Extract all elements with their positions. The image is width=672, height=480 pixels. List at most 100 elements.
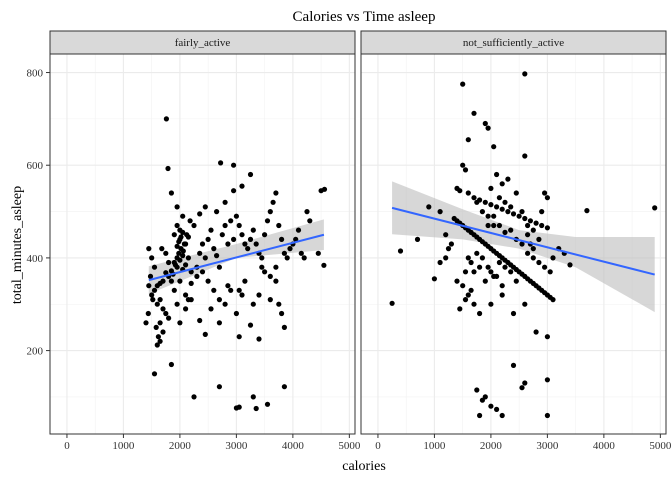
data-point xyxy=(482,394,488,400)
panel-border xyxy=(360,53,667,435)
data-point xyxy=(468,287,474,293)
data-point xyxy=(525,250,531,256)
data-point xyxy=(460,162,466,168)
data-point xyxy=(482,199,488,205)
data-point xyxy=(477,310,483,317)
data-point xyxy=(157,320,163,326)
data-point xyxy=(530,246,536,252)
data-point xyxy=(530,227,536,233)
data-point xyxy=(174,301,180,307)
data-point xyxy=(231,188,237,194)
data-point xyxy=(505,176,511,182)
data-point xyxy=(496,259,502,266)
data-point xyxy=(491,144,497,150)
data-point xyxy=(231,162,237,168)
data-point xyxy=(471,195,477,201)
y-tick-label: 600 xyxy=(27,160,44,172)
data-point xyxy=(462,297,469,303)
data-point xyxy=(264,401,271,407)
data-point xyxy=(488,301,494,307)
data-point xyxy=(146,283,152,289)
data-point xyxy=(185,255,191,261)
data-point xyxy=(281,250,287,256)
data-point xyxy=(157,338,163,344)
data-point xyxy=(281,384,287,390)
data-point xyxy=(471,301,477,307)
data-point xyxy=(304,209,310,215)
data-point xyxy=(216,320,222,326)
data-point xyxy=(194,273,200,279)
data-point xyxy=(218,160,224,166)
data-point xyxy=(216,297,222,303)
data-point xyxy=(188,297,194,303)
data-point xyxy=(202,204,208,210)
data-point xyxy=(479,255,485,261)
data-point xyxy=(445,246,452,252)
data-point xyxy=(168,361,174,368)
data-point xyxy=(522,380,528,386)
data-point xyxy=(482,278,488,284)
x-tick-label: 2000 xyxy=(169,440,192,452)
data-point xyxy=(516,213,522,219)
data-point xyxy=(205,278,211,284)
data-point xyxy=(505,209,511,215)
x-tick-label: 4000 xyxy=(593,440,616,452)
x-tick-label: 0 xyxy=(64,440,70,452)
data-point xyxy=(547,269,553,275)
x-tick-label: 1000 xyxy=(112,440,135,452)
data-point xyxy=(214,253,220,259)
data-point xyxy=(256,336,262,342)
data-point xyxy=(199,241,206,247)
data-point xyxy=(513,278,519,284)
x-tick-label: 5000 xyxy=(649,440,672,452)
data-point xyxy=(250,227,256,233)
data-point xyxy=(245,246,251,252)
data-point xyxy=(222,301,228,307)
data-point xyxy=(276,301,282,307)
data-point xyxy=(247,322,254,328)
data-point xyxy=(539,222,545,229)
data-point xyxy=(174,243,180,249)
data-point xyxy=(474,250,480,256)
data-point xyxy=(191,222,197,229)
data-point xyxy=(474,199,480,205)
data-point xyxy=(174,204,180,210)
data-point xyxy=(287,246,293,252)
data-point xyxy=(188,280,194,286)
data-point xyxy=(508,227,514,233)
points xyxy=(389,71,658,419)
data-point xyxy=(176,239,182,245)
data-point xyxy=(522,71,528,77)
data-point xyxy=(250,301,256,307)
data-point xyxy=(202,331,208,337)
data-point xyxy=(494,204,500,210)
data-point xyxy=(522,301,528,307)
data-point xyxy=(236,222,242,229)
data-point xyxy=(247,236,254,242)
data-point xyxy=(522,215,528,222)
data-point xyxy=(222,222,228,229)
data-point xyxy=(491,273,497,279)
data-point xyxy=(281,324,287,330)
data-point xyxy=(176,250,182,256)
data-point xyxy=(233,213,239,219)
gridlines xyxy=(361,54,666,434)
data-point xyxy=(544,377,551,383)
data-point xyxy=(233,310,239,317)
data-point xyxy=(228,218,234,224)
data-point xyxy=(242,278,248,284)
data-point xyxy=(236,404,242,410)
data-point xyxy=(485,213,491,219)
data-point xyxy=(525,222,531,229)
data-point xyxy=(536,259,542,266)
data-point xyxy=(267,273,273,279)
data-point xyxy=(239,183,245,189)
data-point xyxy=(154,301,160,307)
data-point xyxy=(414,236,421,242)
data-point xyxy=(242,241,248,247)
data-point xyxy=(222,199,228,205)
data-point xyxy=(491,213,497,219)
data-point xyxy=(253,405,259,412)
data-point xyxy=(307,218,313,224)
data-point xyxy=(211,246,217,252)
